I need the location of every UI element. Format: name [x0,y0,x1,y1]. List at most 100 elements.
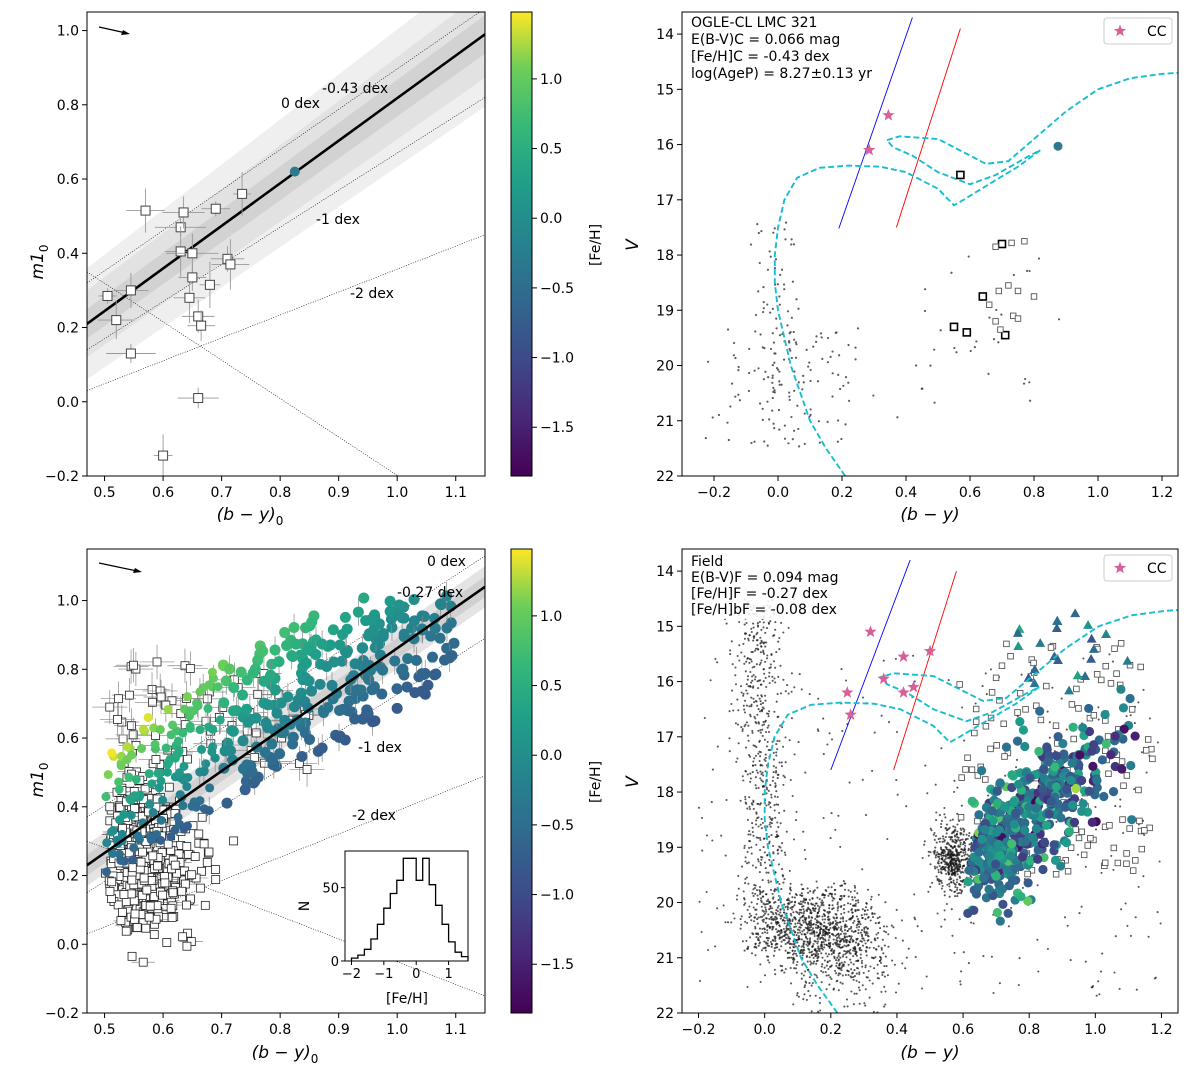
field-star-dot [944,861,947,864]
field-star-dot [759,728,762,732]
field-star-dot [750,901,753,904]
rejected-star-box [132,923,142,932]
field-star-dot [783,424,786,427]
field-star-dot [769,916,772,919]
member-star-colored [1043,757,1053,767]
field-star-dot [949,876,952,879]
field-star-dot [841,729,844,733]
field-star-dot [756,644,759,647]
member-star-colored [288,621,300,633]
member-star-colored [148,807,158,817]
member-star-colored [1058,739,1068,749]
field-star-dot [1143,833,1146,837]
field-star-dot [863,1002,866,1005]
field-star-dot [786,684,789,687]
member-star-colored [441,590,453,602]
field-star-dot [973,346,976,349]
field-star-dot [768,917,771,920]
field-star-dot [962,864,965,867]
rejected-star-box [1003,640,1010,648]
rejected-star-box [194,829,204,839]
member-star-colored [1088,761,1098,771]
rejected-star-box [1007,652,1014,660]
field-star-dot [830,953,833,956]
field-star-dot [772,913,775,916]
field-star-dot [765,685,768,689]
rejected-star-box [202,694,212,704]
field-star-dot [844,952,847,955]
field-star-dot [1156,741,1159,744]
field-star-dot [779,911,782,914]
field-star-dot [956,823,959,826]
member-star-colored [137,744,147,754]
field-star-dot [843,926,846,929]
member-star-colored [290,638,302,650]
field-star-dot [767,803,770,806]
field-star-dot [852,955,855,958]
field-star-dot [748,912,751,915]
field-star-dot [940,881,943,884]
field-star-dot [1126,924,1129,927]
field-star-dot [794,918,797,921]
field-star-dot [842,940,846,943]
field-star-dot [849,958,852,961]
field-star-dot [836,901,839,904]
member-star-colored [1007,770,1017,780]
field-star-dot [959,860,962,863]
field-star-dot [798,445,801,448]
y-tick-label: 0.4 [57,800,79,816]
field-star-dot [836,909,839,912]
field-star-dot [842,880,845,883]
field-star-dot [962,851,965,854]
field-star-dot [762,910,765,913]
field-star-dot [803,442,806,446]
field-star-dot [915,364,918,367]
field-star-dot [788,956,791,959]
field-star-dot [825,943,828,946]
rejected-star-box [147,697,157,707]
field-star-dot [766,657,769,660]
star-point [140,205,151,216]
field-star-dot [796,931,799,934]
field-star-dot [804,771,807,774]
field-star-dot [799,926,802,929]
member-star-colored [991,859,1001,869]
field-star-dot [773,901,776,904]
field-star-dot [860,940,863,943]
member-star-colored [1126,760,1136,771]
info-reddening: E(B-V)C = 0.066 mag [691,32,840,48]
field-star-dot [766,825,769,828]
axes-frame [86,11,486,477]
field-star-dot [754,784,757,787]
field-star-dot [775,790,778,793]
field-star-dot [816,380,820,383]
field-star-dot [856,327,860,330]
field-star-dot [762,652,765,655]
field-star-dot [997,341,1000,344]
field-star-dot [858,1002,861,1005]
field-star-dot [726,921,730,924]
field-star-dot [826,961,829,964]
field-star-dot [959,827,962,830]
field-star-dot [782,774,785,777]
rejected-star-box [118,734,128,744]
field-star-dot [717,413,721,417]
field-star-dot [754,925,757,928]
field-star-dot [831,904,834,907]
member-star-colored [108,849,118,859]
rejected-star-box [168,888,178,898]
field-star-dot [875,933,878,936]
rejected-star-box [1070,735,1077,743]
field-star-dot [987,794,990,797]
field-star-dot [793,338,796,341]
field-star-dot [954,895,957,898]
field-star-dot [857,943,860,946]
field-star-dot [760,645,763,648]
field-star-dot [1063,916,1067,919]
field-star-dot [793,916,796,919]
y-tick-label: −0.2 [45,469,79,485]
field-star-dot [818,898,821,901]
field-star-dot [789,922,793,925]
field-star-dot [940,747,943,750]
field-star-dot [742,779,745,782]
